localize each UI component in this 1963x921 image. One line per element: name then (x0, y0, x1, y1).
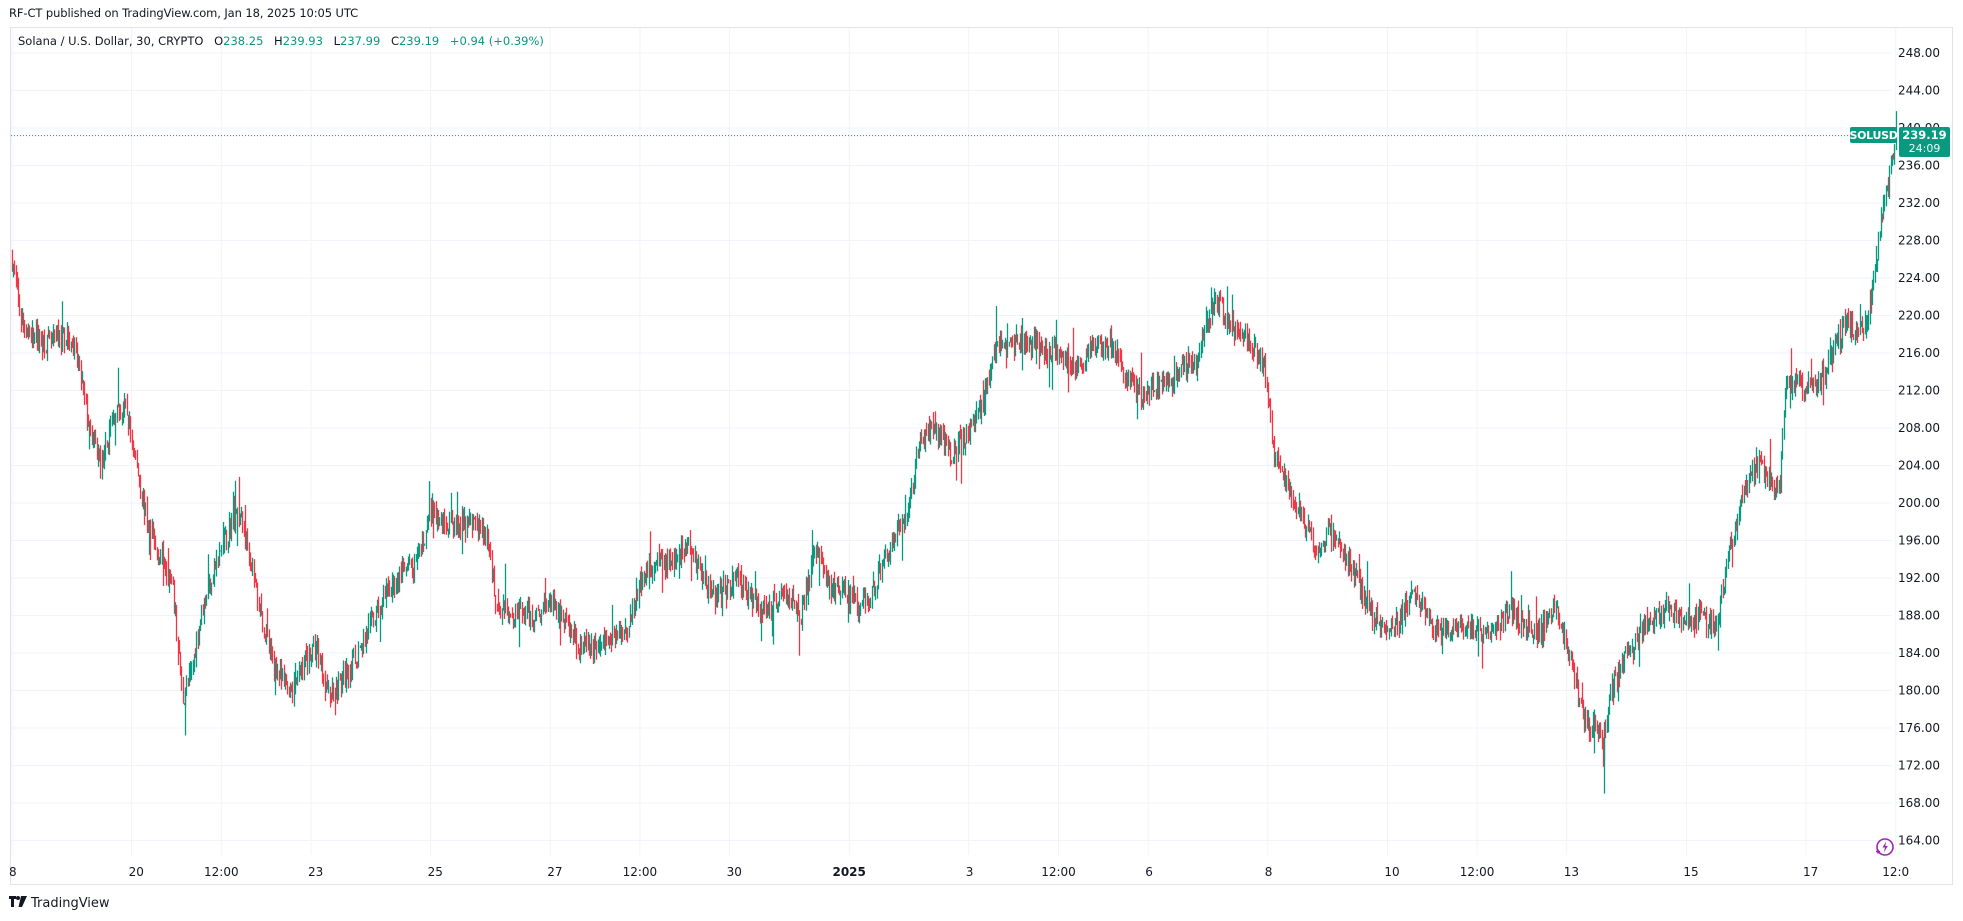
time-tick-label: 17 (1803, 865, 1818, 879)
price-tick-label: 192.00 (1898, 571, 1940, 585)
price-tick-label: 172.00 (1898, 759, 1940, 773)
time-tick-label: 20 (129, 865, 144, 879)
time-tick-label: 12:00 (1460, 865, 1495, 879)
price-tick-label: 232.00 (1898, 196, 1940, 210)
open-label: O (214, 34, 224, 48)
time-tick-label: 12:00 (1041, 865, 1076, 879)
price-tick-label: 220.00 (1898, 309, 1940, 323)
price-tick-label: 204.00 (1898, 459, 1940, 473)
brand-name: TradingView (31, 896, 110, 911)
price-tick-label: 248.00 (1898, 46, 1940, 60)
publication-info: RF-CT published on TradingView.com, Jan … (9, 6, 359, 20)
time-tick-label: 3 (966, 865, 974, 879)
time-tick-label: 6 (1145, 865, 1153, 879)
symbol-price-tag: SOLUSD (1849, 127, 1898, 143)
price-axis[interactable]: 248.00244.00240.00236.00232.00228.00224.… (1898, 46, 1940, 848)
time-tick-label: 30 (727, 865, 742, 879)
low-label: L (333, 34, 341, 48)
price-tick-label: 224.00 (1898, 271, 1940, 285)
time-tick-label: 10 (1384, 865, 1399, 879)
last-price-tag: 239.19 24:09 (1899, 127, 1950, 157)
time-tick-label: 8 (1265, 865, 1273, 879)
price-tick-label: 196.00 (1898, 534, 1940, 548)
price-tick-label: 200.00 (1898, 496, 1940, 510)
candles (11, 111, 1898, 794)
high-value: 239.93 (282, 34, 323, 48)
price-tick-label: 184.00 (1898, 646, 1940, 660)
price-tick-label: 244.00 (1898, 84, 1940, 98)
chart-frame[interactable] (10, 27, 1953, 885)
time-tick-label: 12:00 (623, 865, 658, 879)
low-value: 237.99 (340, 34, 381, 48)
price-tick-label: 180.00 (1898, 684, 1940, 698)
tradingview-mark-icon (9, 896, 27, 911)
close-label: C (390, 34, 399, 48)
price-tick-label: 212.00 (1898, 384, 1940, 398)
time-tick-label: 25 (428, 865, 443, 879)
time-axis[interactable]: 8 20 12:00 23 25 27 12:00 30 2025 3 12:00 6 8 10 12:00… (9, 865, 1909, 879)
close-value: 239.19 (398, 34, 440, 48)
tradingview-logo[interactable]: TradingView (9, 896, 110, 911)
price-tick-label: 164.00 (1898, 834, 1940, 848)
open-value: 238.25 (223, 34, 264, 48)
bar-countdown: 24:09 (1908, 142, 1941, 155)
chart-legend: Solana / U.S. Dollar, 30, CRYPTO O238.25… (18, 34, 544, 48)
time-tick-label: 23 (308, 865, 323, 879)
time-tick-label: 2025 (832, 865, 865, 879)
last-price: 239.19 (1902, 128, 1947, 142)
price-tick-label: 228.00 (1898, 234, 1940, 248)
time-tick-label: 13 (1564, 865, 1579, 879)
time-tick-label: 12:0 (1882, 865, 1909, 879)
price-tick-label: 176.00 (1898, 721, 1940, 735)
time-tick-label: 8 (9, 865, 17, 879)
price-tick-label: 236.00 (1898, 159, 1940, 173)
time-tick-label: 12:00 (204, 865, 239, 879)
time-tick-label: 27 (547, 865, 562, 879)
gridlines (11, 28, 1897, 855)
high-label: H (274, 34, 283, 48)
change-value: +0.94 (+0.39%) (449, 34, 544, 48)
price-tick-label: 168.00 (1898, 796, 1940, 810)
lightning-icon[interactable] (1873, 836, 1895, 858)
price-tick-label: 188.00 (1898, 609, 1940, 623)
time-tick-label: 15 (1683, 865, 1698, 879)
symbol-description: Solana / U.S. Dollar, 30, CRYPTO (18, 34, 204, 48)
price-tick-label: 216.00 (1898, 346, 1940, 360)
price-tick-label: 208.00 (1898, 421, 1940, 435)
